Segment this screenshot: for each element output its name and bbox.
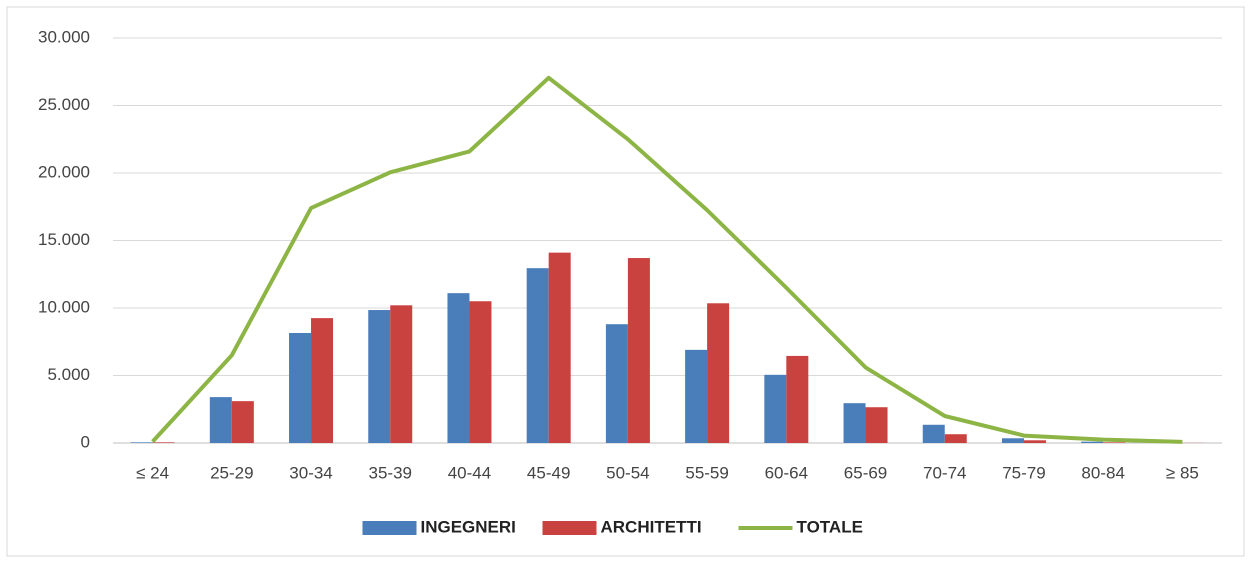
bar <box>865 407 888 443</box>
bar <box>289 332 312 443</box>
bar <box>231 401 254 443</box>
y-tick-label: 15.000 <box>38 230 90 249</box>
bar <box>209 397 232 443</box>
bar <box>922 424 945 443</box>
bar <box>390 305 413 443</box>
x-tick-label: 45-49 <box>527 463 570 482</box>
bar <box>764 374 787 443</box>
bar <box>605 324 628 443</box>
bar <box>548 252 571 443</box>
line <box>151 75 1183 444</box>
bar <box>469 301 492 443</box>
legend-swatch <box>542 521 597 535</box>
y-tick-label: 5.000 <box>47 365 90 384</box>
bar <box>368 310 391 443</box>
bar <box>152 442 175 443</box>
y-tick-label: 0 <box>81 432 90 451</box>
bar <box>685 349 708 443</box>
bar <box>786 355 809 443</box>
x-tick-label: 30-34 <box>289 463 332 482</box>
bar <box>843 403 866 443</box>
bar <box>1023 440 1046 443</box>
y-tick-label: 10.000 <box>38 297 90 316</box>
y-tick-label: 25.000 <box>38 95 90 114</box>
y-tick-label: 30.000 <box>38 27 90 46</box>
bar <box>130 442 153 443</box>
x-tick-label: 55-59 <box>685 463 728 482</box>
x-tick-label: 60-64 <box>765 463 808 482</box>
chart-border <box>6 6 1245 557</box>
bar <box>311 318 334 443</box>
x-tick-label: 35-39 <box>369 463 412 482</box>
bar <box>526 268 549 443</box>
bar <box>707 303 730 443</box>
x-tick-label: 75-79 <box>1002 463 1045 482</box>
bar <box>447 293 470 443</box>
x-tick-label: 80-84 <box>1081 463 1124 482</box>
x-tick-label: 70-74 <box>923 463 966 482</box>
x-tick-label: 65-69 <box>844 463 887 482</box>
x-tick-label: ≤ 24 <box>136 463 169 482</box>
legend-label: TOTALE <box>797 517 863 536</box>
y-tick-label: 20.000 <box>38 162 90 181</box>
bar <box>627 258 650 443</box>
x-tick-label: 50-54 <box>606 463 649 482</box>
bar <box>1103 442 1126 443</box>
legend-label: INGEGNERI <box>421 517 516 536</box>
bar <box>1001 438 1024 443</box>
x-tick-label: 25-29 <box>210 463 253 482</box>
legend-swatch <box>362 521 417 535</box>
bar <box>944 434 967 443</box>
x-tick-label: 40-44 <box>448 463 491 482</box>
legend-label: ARCHITETTI <box>601 517 702 536</box>
x-tick-label: ≥ 85 <box>1166 463 1199 482</box>
bar <box>1081 441 1104 443</box>
